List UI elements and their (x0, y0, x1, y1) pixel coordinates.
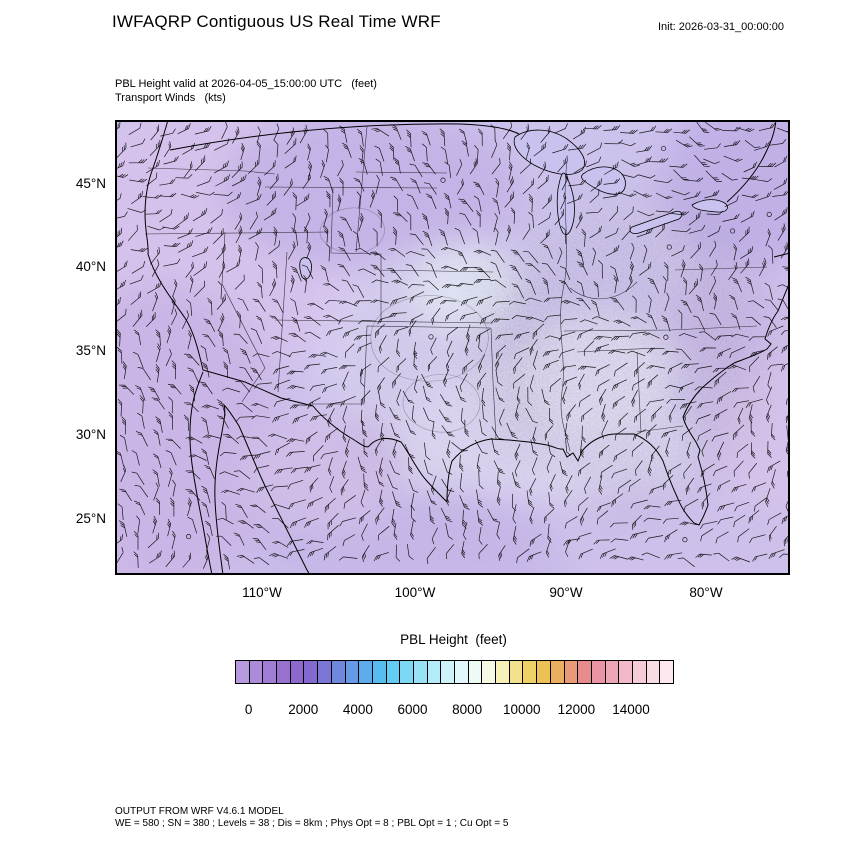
colorbar-swatch (646, 661, 661, 683)
colorbar-swatch (236, 661, 250, 683)
y-axis-tick-35n: 35°N (75, 343, 106, 358)
init-time-label: Init: 2026-03-31_00:00:00 (658, 21, 784, 33)
map-svg (115, 120, 790, 575)
colorbar-tick-label: 0 (244, 702, 253, 717)
calm-circles-path (186, 145, 772, 543)
us-outline (144, 120, 790, 575)
map-plot (115, 120, 790, 575)
colorbar-swatch (550, 661, 565, 683)
colorbar-swatch (564, 661, 579, 683)
winds-label: Transport Winds (kts) (115, 92, 226, 104)
colorbar-swatch (331, 661, 346, 683)
colorbar-swatch (605, 661, 620, 683)
county-texture (320, 165, 790, 540)
x-axis-tick-80w: 80°W (689, 585, 723, 600)
colorbar-tick-label: 14000 (612, 702, 650, 717)
plot-frame (115, 120, 790, 575)
colorbar-title: PBL Height (feet) (400, 632, 507, 647)
colorbar-swatch (290, 661, 305, 683)
colorbar-swatch (386, 661, 401, 683)
valid-time-label: PBL Height valid at 2026-04-05_15:00:00 … (115, 78, 377, 90)
colorbar-ticks: 0 2000 4000 6000 8000 10000 12000 14000 (235, 702, 672, 720)
colorbar-swatch (249, 661, 264, 683)
state-boundaries (144, 125, 768, 452)
colorbar-swatch (537, 661, 551, 683)
colorbar-swatch (427, 661, 442, 683)
colorbar-swatch (400, 661, 414, 683)
x-axis-tick-100w: 100°W (394, 585, 436, 600)
y-axis-tick-45n: 45°N (75, 176, 106, 191)
colorbar-swatch (632, 661, 647, 683)
colorbar-swatch (455, 661, 469, 683)
wind-barbs (115, 121, 790, 570)
colorbar-swatch (263, 661, 278, 683)
colorbar-swatch (468, 661, 483, 683)
y-axis-tick-30n: 30°N (75, 427, 106, 442)
colorbar-swatch (591, 661, 606, 683)
colorbar-tick-label: 4000 (342, 702, 373, 717)
colorbar-swatch (304, 661, 319, 683)
model-info-line1: OUTPUT FROM WRF V4.6.1 MODEL (115, 806, 284, 817)
colorbar-swatch (413, 661, 428, 683)
colorbar-swatch (523, 661, 538, 683)
colorbar-swatch (277, 661, 291, 683)
colorbar-swatch (372, 661, 387, 683)
colorbar-tick-label: 6000 (397, 702, 428, 717)
colorbar-swatch (482, 661, 497, 683)
colorbar-tick-label: 10000 (503, 702, 541, 717)
colorbar-tick-label: 8000 (452, 702, 483, 717)
model-info-line2: WE = 580 ; SN = 380 ; Levels = 38 ; Dis … (115, 818, 509, 829)
x-axis-tick-110w: 110°W (242, 585, 282, 600)
wind-barbs-path (115, 121, 790, 570)
colorbar-swatch (509, 661, 524, 683)
colorbar-swatch (345, 661, 360, 683)
plot-title: IWFAQRP Contiguous US Real Time WRF (112, 12, 441, 31)
y-axis-tick-40n: 40°N (75, 259, 106, 274)
colorbar-swatch (619, 661, 633, 683)
colorbar-swatch (496, 661, 510, 683)
colorbar-tick-label: 2000 (288, 702, 319, 717)
colorbar-swatch (359, 661, 373, 683)
colorbar-swatch (578, 661, 592, 683)
colorbar-swatches (235, 660, 674, 684)
colorbar-swatch (441, 661, 455, 683)
y-axis-tick-25n: 25°N (75, 511, 106, 526)
colorbar-swatch (660, 661, 673, 683)
colorbar-tick-label: 12000 (557, 702, 596, 717)
x-axis-tick-90w: 90°W (549, 585, 583, 600)
colorbar-swatch (318, 661, 332, 683)
